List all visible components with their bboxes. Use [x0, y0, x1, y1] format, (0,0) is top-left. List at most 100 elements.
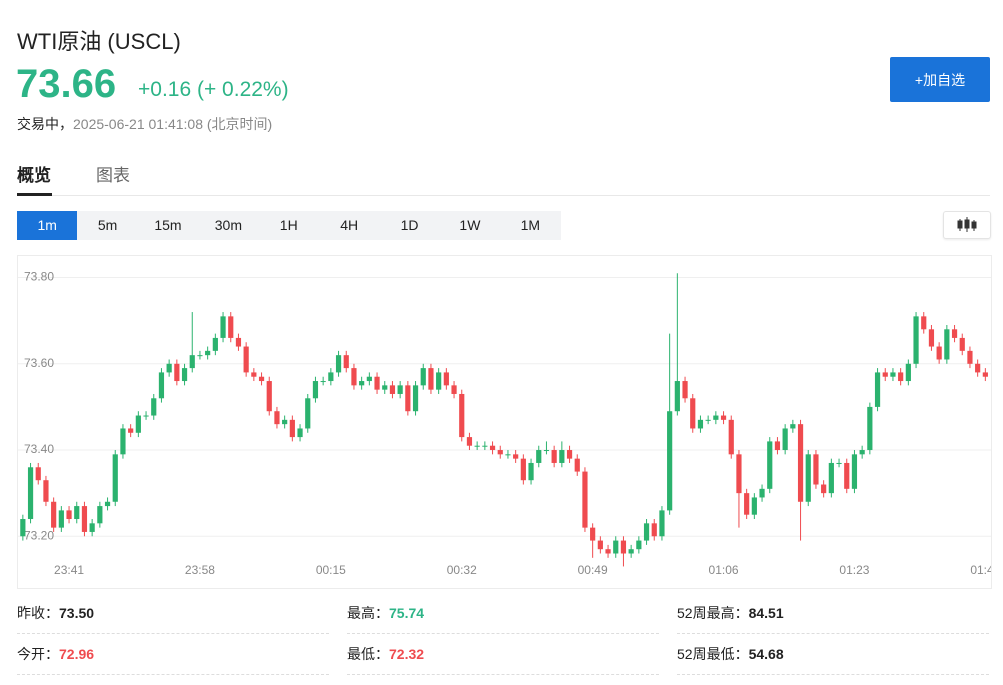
interval-button[interactable]: 5m [97, 217, 118, 233]
stat-value: 73.50 [59, 605, 95, 621]
candle-body [520, 458, 526, 481]
stat-value: 75.74 [389, 605, 425, 621]
stat-label: 52周最低： [677, 646, 749, 662]
candle-body [212, 337, 218, 351]
candle-body [289, 419, 295, 438]
tab[interactable]: 图表 [96, 166, 130, 185]
candle-body [459, 393, 465, 438]
candle-body [366, 376, 372, 382]
stat-label: 最低： [347, 646, 389, 662]
interval-button[interactable]: 30m [214, 217, 242, 233]
candle-body [359, 381, 365, 386]
candle-body [905, 363, 911, 382]
candle-body [251, 372, 257, 377]
trade-status: 交易中， [17, 116, 73, 132]
candle-body [89, 523, 95, 532]
y-tick-label: 73.20 [24, 528, 54, 542]
candle-body [505, 454, 511, 456]
candle-body [235, 337, 242, 347]
candle-body [143, 415, 149, 417]
candle-body [135, 415, 141, 433]
candle-body [181, 368, 188, 382]
candle-body [166, 363, 172, 373]
candle-body [536, 450, 542, 463]
candle-body [97, 506, 103, 524]
watch-button[interactable]: +加自选 [890, 57, 990, 102]
candle-body [574, 458, 580, 472]
y-tick-label: 73.40 [24, 442, 54, 456]
candle-body [128, 428, 134, 433]
candle-body [674, 381, 680, 412]
candle-body [805, 454, 811, 502]
interval-button[interactable]: 1W [459, 217, 481, 233]
candle-body [636, 540, 642, 550]
candle-body [844, 462, 850, 489]
interval-button[interactable]: 1M [520, 217, 541, 233]
candle-body [335, 355, 342, 373]
interval-button[interactable]: 15m [154, 217, 182, 233]
price: 73.66 [16, 62, 117, 106]
candle-body [158, 372, 165, 399]
stat-label: 今开： [17, 646, 59, 662]
candle-body [898, 372, 904, 382]
stat: 52周最低：54.68 [677, 634, 989, 675]
candle-body [913, 316, 919, 364]
candle-body [590, 527, 596, 541]
candle-body [343, 355, 349, 369]
candle-body [720, 415, 727, 420]
x-tick-label: 23:41 [54, 563, 84, 577]
candle-body [436, 372, 442, 390]
candle-body [43, 480, 49, 502]
candle-body [867, 406, 873, 451]
candle-body [620, 540, 627, 554]
candle-body [405, 385, 411, 412]
x-tick-label: 01:40 [970, 563, 992, 577]
candle-body [597, 540, 603, 550]
candle-body [389, 385, 396, 394]
candle-body [628, 549, 634, 554]
candle-body [659, 510, 665, 537]
stat-value: 72.32 [389, 646, 425, 662]
candle-body [328, 372, 334, 382]
stat-label: 52周最高： [677, 605, 749, 621]
status: 交易中，2025-06-21 01:41:08 (北京时间) [17, 114, 272, 134]
candle-body [774, 441, 781, 451]
candle-body [882, 372, 888, 377]
candle-body [243, 346, 249, 373]
candle-body [205, 350, 211, 356]
candle-body [959, 337, 965, 351]
stat-value: 84.51 [748, 605, 784, 621]
candle-body [66, 510, 72, 520]
candle-body [559, 450, 565, 463]
divider [17, 195, 990, 196]
chart-type-button[interactable] [943, 211, 991, 239]
stat-value: 72.96 [59, 646, 95, 662]
candle-body [497, 450, 503, 455]
candle-body [120, 428, 126, 455]
candle-body [428, 368, 434, 390]
interval-button[interactable]: 4H [340, 217, 359, 233]
stat-label: 昨收： [17, 605, 59, 621]
interval-button[interactable]: 1m [17, 211, 78, 240]
candle-body [489, 445, 496, 451]
interval-button[interactable]: 1H [279, 217, 298, 233]
candle-body [836, 462, 842, 464]
x-tick-label: 00:49 [578, 563, 608, 577]
tab[interactable]: 概览 [17, 166, 51, 185]
stat: 今开：72.96 [17, 634, 329, 675]
candle-body [982, 372, 988, 377]
candle-body [705, 419, 711, 421]
y-tick-label: 73.80 [24, 270, 54, 284]
x-tick-label: 01:23 [839, 563, 869, 577]
candle-body [890, 372, 896, 377]
candle-body [258, 376, 265, 382]
candle-body [690, 398, 696, 429]
candle-body [305, 398, 311, 429]
interval-button[interactable]: 1D [400, 217, 419, 233]
stat: 最低：72.32 [347, 634, 659, 675]
candle-body [782, 428, 788, 451]
candle-body [351, 368, 357, 386]
candle-body [528, 462, 534, 481]
candle-body [420, 368, 426, 386]
candle-body [312, 381, 319, 399]
